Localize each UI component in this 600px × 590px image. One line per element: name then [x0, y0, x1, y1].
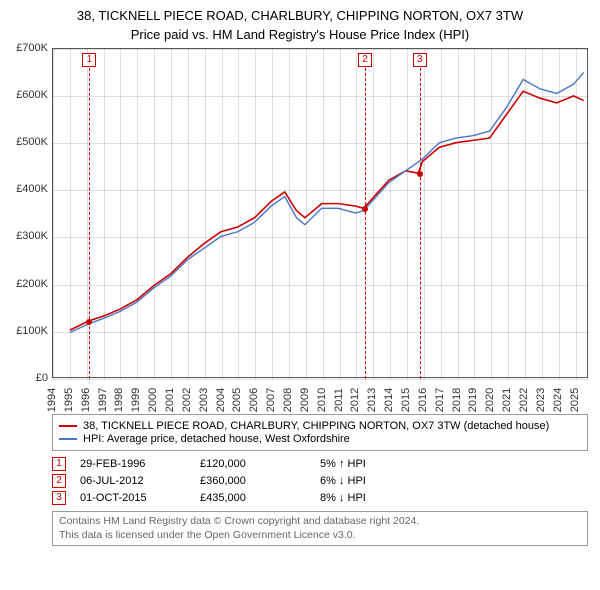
legend-swatch	[59, 425, 77, 427]
x-axis-label: 2006	[248, 385, 260, 415]
x-axis-label: 1998	[113, 385, 125, 415]
x-axis-label: 2021	[501, 385, 513, 415]
x-axis-label: 2004	[215, 385, 227, 415]
event-hpi: 6% ↓ HPI	[320, 475, 588, 487]
event-date: 29-FEB-1996	[80, 458, 200, 470]
event-price: £360,000	[200, 475, 320, 487]
y-axis-label: £200K	[8, 278, 48, 290]
y-axis-label: £500K	[8, 136, 48, 148]
event-hpi: 5% ↑ HPI	[320, 458, 588, 470]
event-hpi: 8% ↓ HPI	[320, 492, 588, 504]
sale-dot	[86, 319, 92, 325]
x-axis-label: 2019	[467, 385, 479, 415]
x-axis-label: 1999	[130, 385, 142, 415]
event-date: 01-OCT-2015	[80, 492, 200, 504]
x-axis-label: 1995	[63, 385, 75, 415]
y-axis-label: £0	[8, 372, 48, 384]
y-axis-label: £600K	[8, 89, 48, 101]
event-marker-box: 3	[52, 491, 66, 505]
series-line	[70, 72, 584, 332]
x-axis-label: 1997	[97, 385, 109, 415]
event-date: 06-JUL-2012	[80, 475, 200, 487]
x-axis-label: 2008	[282, 385, 294, 415]
plot-region: 1 2 3	[52, 48, 588, 378]
legend-item: HPI: Average price, detached house, West…	[59, 433, 581, 445]
chart-subtitle: Price paid vs. HM Land Registry's House …	[8, 27, 592, 42]
event-row: 3 01-OCT-2015£435,0008% ↓ HPI	[52, 491, 588, 505]
x-axis-label: 2003	[198, 385, 210, 415]
marker-box: 3	[413, 53, 427, 67]
y-axis-label: £400K	[8, 183, 48, 195]
x-axis-label: 2012	[349, 385, 361, 415]
footer-line-2: This data is licensed under the Open Gov…	[59, 529, 581, 543]
event-marker-box: 2	[52, 474, 66, 488]
marker-box: 2	[358, 53, 372, 67]
x-axis-label: 2005	[231, 385, 243, 415]
x-axis-label: 2014	[383, 385, 395, 415]
x-axis-label: 2009	[299, 385, 311, 415]
chart-area: 123 £0£100K£200K£300K£400K£500K£600K£700…	[8, 48, 592, 408]
grid-h	[53, 379, 589, 380]
y-axis-label: £300K	[8, 230, 48, 242]
x-axis-label: 2007	[265, 385, 277, 415]
x-axis-label: 2011	[333, 385, 345, 415]
x-axis-label: 2000	[147, 385, 159, 415]
line-series-svg	[53, 49, 587, 377]
attribution-footer: Contains HM Land Registry data © Crown c…	[52, 511, 588, 546]
x-axis-label: 2018	[451, 385, 463, 415]
y-axis-label: £100K	[8, 325, 48, 337]
event-marker-box: 1	[52, 457, 66, 471]
legend-box: 38, TICKNELL PIECE ROAD, CHARLBURY, CHIP…	[52, 414, 588, 451]
events-table: 1 29-FEB-1996£120,0005% ↑ HPI 2 06-JUL-2012…	[52, 457, 588, 505]
x-axis-label: 2013	[366, 385, 378, 415]
x-axis-label: 2016	[417, 385, 429, 415]
y-axis-label: £700K	[8, 42, 48, 54]
legend-label: 38, TICKNELL PIECE ROAD, CHARLBURY, CHIP…	[83, 420, 549, 432]
sale-dot	[362, 206, 368, 212]
chart-container: 38, TICKNELL PIECE ROAD, CHARLBURY, CHIP…	[0, 0, 600, 590]
event-row: 1 29-FEB-1996£120,0005% ↑ HPI	[52, 457, 588, 471]
legend-swatch	[59, 438, 77, 440]
x-axis-label: 1996	[80, 385, 92, 415]
x-axis-label: 2001	[164, 385, 176, 415]
x-axis-label: 1994	[46, 385, 58, 415]
x-axis-label: 2010	[316, 385, 328, 415]
event-price: £120,000	[200, 458, 320, 470]
x-axis-label: 2017	[434, 385, 446, 415]
legend-item: 38, TICKNELL PIECE ROAD, CHARLBURY, CHIP…	[59, 420, 581, 432]
sale-dot	[417, 171, 423, 177]
chart-title: 38, TICKNELL PIECE ROAD, CHARLBURY, CHIP…	[8, 8, 592, 25]
event-row: 2 06-JUL-2012£360,0006% ↓ HPI	[52, 474, 588, 488]
x-axis-label: 2022	[518, 385, 530, 415]
x-axis-label: 2015	[400, 385, 412, 415]
marker-box: 1	[82, 53, 96, 67]
x-axis-label: 2024	[552, 385, 564, 415]
x-axis-label: 2025	[569, 385, 581, 415]
footer-line-1: Contains HM Land Registry data © Crown c…	[59, 515, 581, 529]
x-axis-label: 2020	[484, 385, 496, 415]
legend-label: HPI: Average price, detached house, West…	[83, 433, 350, 445]
x-axis-label: 2002	[181, 385, 193, 415]
x-axis-label: 2023	[535, 385, 547, 415]
event-price: £435,000	[200, 492, 320, 504]
